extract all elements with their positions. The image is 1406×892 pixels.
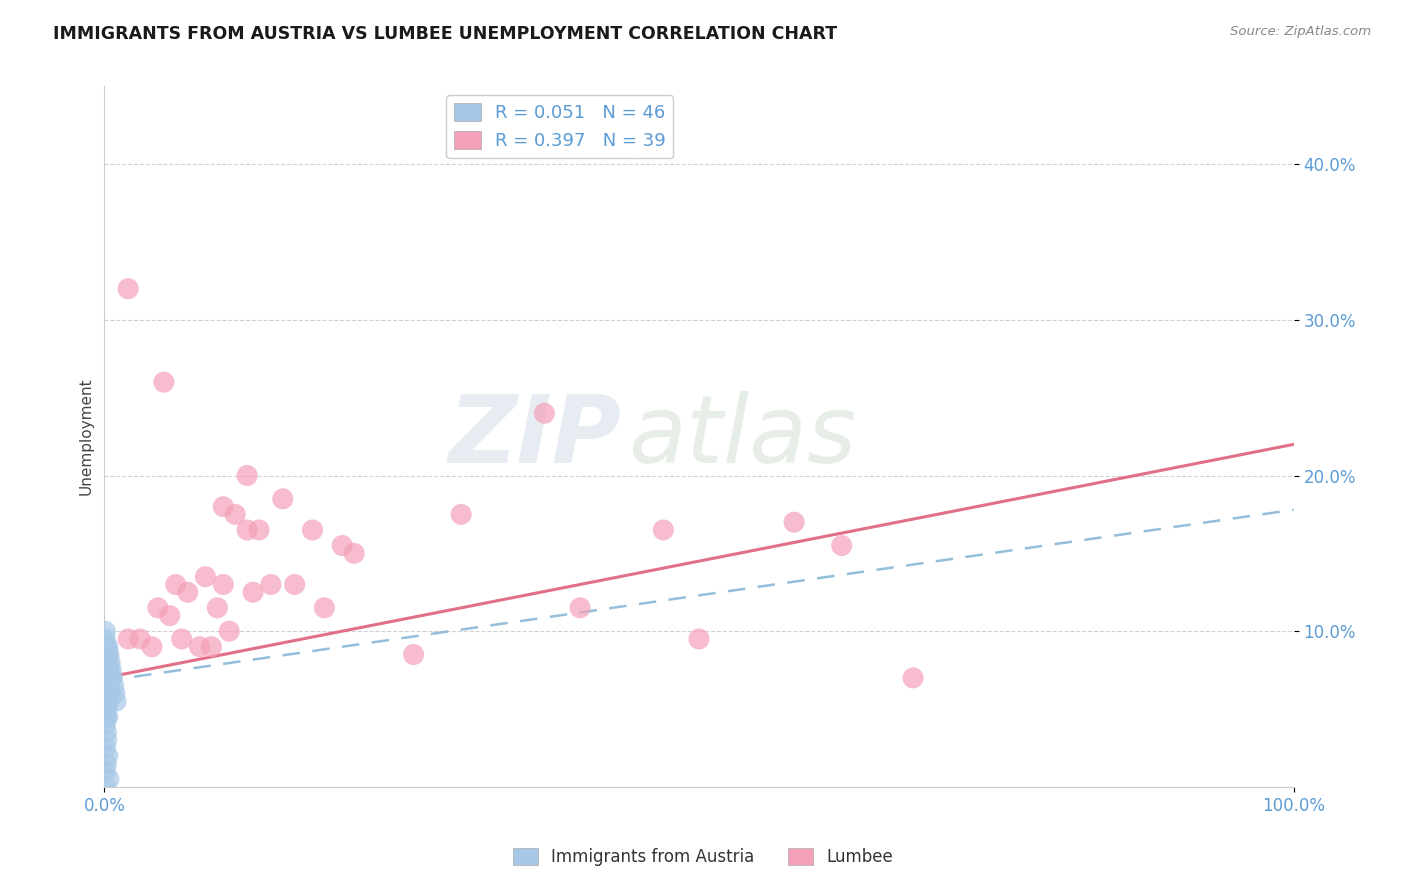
Y-axis label: Unemployment: Unemployment (79, 378, 93, 495)
Point (94, 764, 117, 779)
Point (402, 648, 425, 662)
Point (176, 585, 198, 599)
Point (96, 725, 118, 739)
Point (94, 717, 117, 731)
Point (103, 679, 125, 693)
Point (450, 508, 472, 522)
Point (165, 577, 187, 591)
Point (94, 780, 117, 794)
Point (96, 648, 118, 662)
Point (96, 640, 118, 654)
Point (94, 686, 117, 700)
Point (101, 671, 124, 685)
Point (97, 640, 120, 654)
Point (98, 679, 121, 693)
Point (94, 679, 117, 693)
Point (100, 663, 122, 677)
Point (94, 710, 117, 724)
Text: IMMIGRANTS FROM AUSTRIA VS LUMBEE UNEMPLOYMENT CORRELATION CHART: IMMIGRANTS FROM AUSTRIA VS LUMBEE UNEMPL… (53, 25, 838, 43)
Point (98, 663, 121, 677)
Point (96, 694, 118, 708)
Point (224, 508, 246, 522)
Point (330, 539, 353, 553)
Point (170, 632, 193, 646)
Point (97, 686, 120, 700)
Point (218, 624, 240, 639)
Point (94, 632, 117, 646)
Point (688, 632, 710, 646)
Point (117, 282, 139, 296)
Text: Source: ZipAtlas.com: Source: ZipAtlas.com (1230, 25, 1371, 38)
Point (97, 648, 120, 662)
Point (96, 733, 118, 747)
Point (129, 632, 152, 646)
Point (98, 671, 121, 685)
Point (236, 468, 259, 483)
Point (98, 772, 121, 786)
Point (96, 702, 118, 716)
Point (628, 142, 651, 156)
Point (141, 640, 163, 654)
Point (94, 702, 117, 716)
Point (96, 655, 118, 669)
Point (831, 539, 853, 553)
Point (194, 570, 217, 584)
Point (94, 740, 117, 755)
Point (117, 632, 139, 646)
Point (94, 624, 117, 639)
Point (783, 515, 806, 529)
Point (271, 491, 294, 506)
Point (96, 710, 118, 724)
Point (94, 655, 117, 669)
Point (96, 679, 118, 693)
Point (94, 671, 117, 685)
Point (98, 648, 121, 662)
Point (901, 671, 924, 685)
Legend: R = 0.051   N = 46, R = 0.397   N = 39: R = 0.051 N = 46, R = 0.397 N = 39 (446, 95, 673, 158)
Point (533, 406, 555, 420)
Legend: Immigrants from Austria, Lumbee: Immigrants from Austria, Lumbee (506, 841, 900, 873)
Text: ZIP: ZIP (449, 391, 621, 483)
Point (207, 600, 229, 615)
Point (146, 600, 169, 615)
Point (98, 655, 121, 669)
Point (96, 671, 118, 685)
Point (652, 523, 675, 537)
Point (200, 640, 222, 654)
Point (94, 663, 117, 677)
Point (94, 694, 117, 708)
Point (104, 686, 127, 700)
Point (96, 756, 118, 771)
Point (242, 585, 264, 599)
Point (247, 523, 270, 537)
Point (159, 608, 181, 623)
Point (98, 694, 121, 708)
Point (105, 694, 128, 708)
Point (569, 600, 592, 615)
Point (97, 710, 120, 724)
Point (260, 577, 283, 591)
Point (212, 500, 235, 514)
Point (236, 523, 259, 537)
Point (96, 663, 118, 677)
Point (188, 640, 211, 654)
Point (98, 686, 121, 700)
Point (212, 577, 235, 591)
Point (97, 671, 120, 685)
Point (97, 748, 120, 763)
Text: atlas: atlas (627, 391, 856, 482)
Point (343, 546, 366, 560)
Point (284, 577, 307, 591)
Point (314, 600, 336, 615)
Point (153, 375, 176, 389)
Point (97, 655, 120, 669)
Point (301, 523, 323, 537)
